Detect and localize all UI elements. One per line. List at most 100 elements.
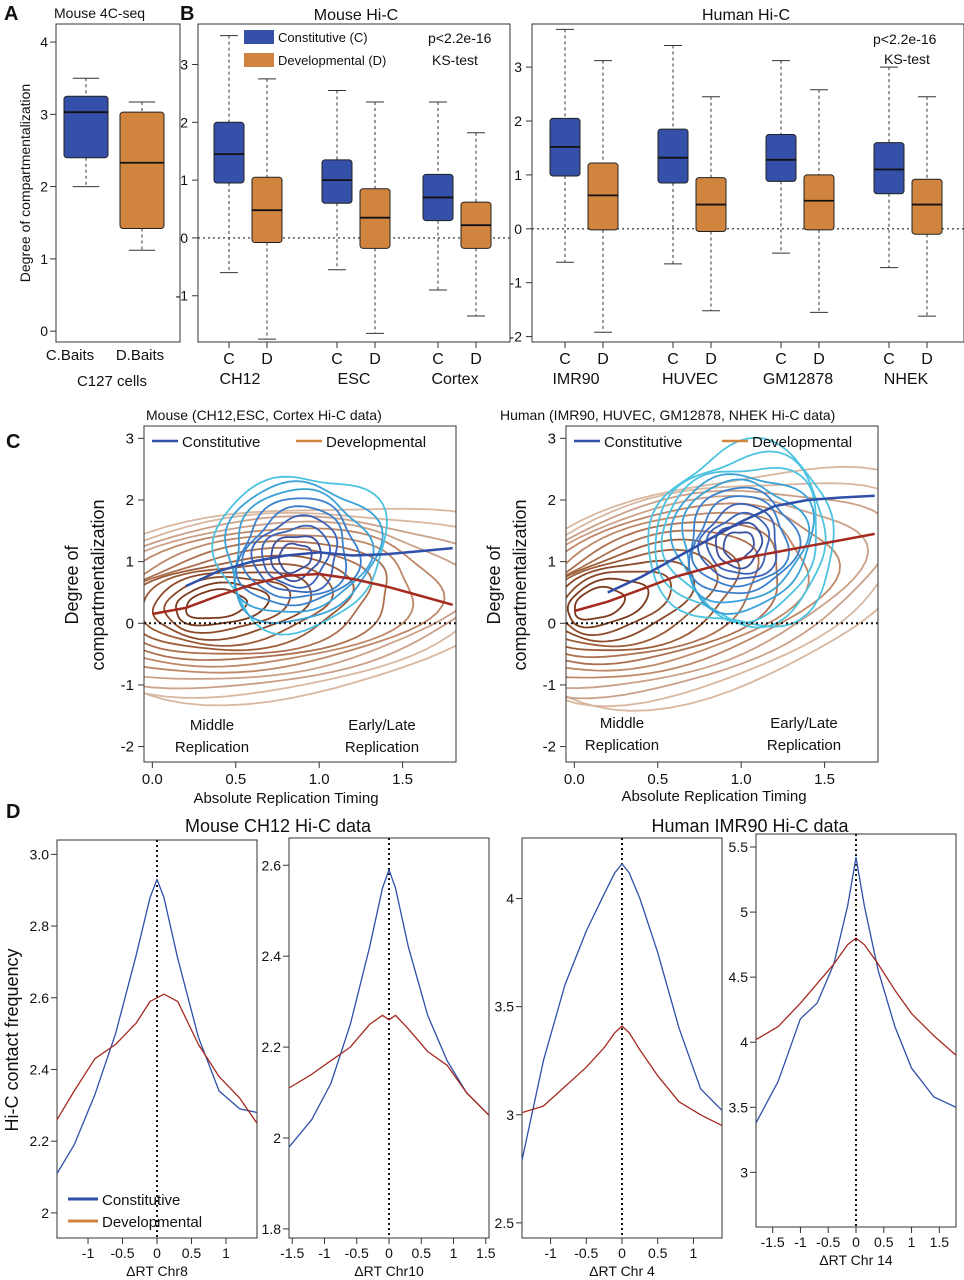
box-c-gm12878-box [765,133,797,182]
contour-constitutive [660,466,817,624]
panel-a-xsub: C127 cells [77,373,147,390]
y-tick-label: 3 [126,430,134,447]
y-tick-label: 2.2 [262,1039,282,1055]
y-tick-label: 3.5 [729,1099,749,1115]
y-tick-label: -2 [121,739,134,756]
c-mouse-ann-late-2: Replication [345,739,419,756]
x-tick-label: 1.0 [731,771,752,788]
c-human-xlabel: Absolute Replication Timing [621,788,806,805]
x-tick-label: 0 [385,1245,393,1261]
panel-a-xlabel-c: C.Baits [46,347,94,364]
profile-constitutive [288,869,490,1148]
x-tick-label: 0.5 [874,1234,894,1250]
c-mouse-ylabel-1: Degree of [62,544,82,624]
profile-constitutive [521,863,723,1161]
d-xlabel: ΔRT Chr8 [126,1263,188,1279]
y-tick-label: 2.2 [30,1133,50,1149]
panel-b-mouse-test: KS-test [432,52,478,68]
fit-line-constitutive [607,494,875,594]
y-tick-label: 3 [506,1107,514,1123]
panel-c-human-frame [565,425,879,763]
panel-label-b: B [180,3,194,25]
panel-b-mouse: Mouse Hi-C -1 0 1 2 3 Constitutive (C) Devel… [176,7,511,388]
legend-developmental-label: Developmental (D) [278,53,386,68]
y-tick-label: 1.8 [262,1221,282,1237]
c-human-legend-dev: Developmental [752,434,852,451]
contour-constitutive [233,488,375,613]
c-human-ann-mid-2: Replication [585,737,659,754]
contour-constitutive [681,478,811,604]
x-label-c: C [223,351,235,368]
x-label-c: C [883,351,895,368]
x-tick-label: 0.0 [142,771,163,788]
panel-a-ylabel: Degree of compartmentalization [17,84,33,282]
y-tick-label: 0 [514,221,522,237]
panel-b-human-frame [531,23,964,343]
c-human-ann-mid-1: Middle [600,715,644,732]
y-tick-label: 2.6 [262,857,282,873]
x-tick-label: 1.5 [476,1245,496,1261]
legend-developmental-swatch [244,53,274,67]
x-tick-label: 0.5 [412,1245,432,1261]
contour-developmental [566,482,878,708]
x-label-d: D [597,351,609,368]
panel-b-mouse-pvalue: p<2.2e-16 [428,30,492,46]
y-tick-label: 2.8 [30,918,50,934]
x-tick-label: 0 [852,1234,860,1250]
a-box-c-box [63,95,109,159]
x-tick-label: 0.5 [225,771,246,788]
panel-c-mouse: Mouse (CH12,ESC, Cortex Hi-C data) -2 -1 0… [62,407,457,807]
contour-developmental [144,520,456,680]
panel-label-a: A [4,3,18,25]
x-tick-label: 0 [618,1245,626,1261]
x-label-c: C [775,351,787,368]
c-mouse-ann-late-1: Early/Late [348,717,416,734]
y-tick-label: 3.5 [495,999,515,1015]
y-tick-label: 2 [40,179,48,195]
x-tick-label: 0 [153,1245,161,1261]
contour-developmental [144,511,456,699]
contour-developmental [566,570,673,637]
x-tick-label: 1 [908,1234,916,1250]
y-tick-label: 5 [740,904,748,920]
group-label-ch12: CH12 [220,371,261,388]
legend-constitutive-swatch [244,30,274,44]
x-label-c: C [432,351,444,368]
contour-developmental [566,489,878,700]
x-tick-label: -1 [794,1234,807,1250]
y-tick-label: -1 [543,677,556,694]
contour-developmental [566,559,696,643]
contour-developmental [566,529,760,659]
panel-a-title: Mouse 4C-seq [54,5,145,21]
x-tick-label: 1 [222,1245,230,1261]
y-tick-label: 2 [180,114,188,130]
y-tick-label: 3 [514,59,522,75]
x-tick-label: -1.5 [280,1245,304,1261]
y-tick-label: 3 [548,430,556,447]
fit-line-developmental [152,572,454,616]
x-label-d: D [813,351,825,368]
y-tick-label: -1 [176,288,189,304]
y-tick-label: 1 [126,554,134,571]
y-tick-label: 3 [180,56,188,72]
y-tick-label: 4 [740,1034,748,1050]
box-d-gm12878-box [803,174,835,231]
y-tick-label: 2.5 [495,1215,515,1231]
panel-d-human-title: Human IMR90 Hi-C data [651,816,849,836]
x-tick-label: -1.5 [761,1234,785,1250]
x-tick-label: 1.5 [392,771,413,788]
group-label-esc: ESC [338,371,371,388]
d-xlabel: ΔRT Chr 4 [589,1263,655,1279]
y-tick-label: 4.5 [729,969,749,985]
panel-a: Mouse 4C-seq Degree of compartmentalizat… [17,5,181,390]
contour-constitutive [250,514,339,594]
x-tick-label: -0.5 [110,1245,134,1261]
y-tick-label: -2 [543,739,556,756]
x-tick-label: 0.5 [182,1245,202,1261]
contour-constitutive [278,542,313,575]
x-tick-label: -1 [82,1245,95,1261]
panel-b-human-pvalue: p<2.2e-16 [873,31,937,47]
y-tick-label: -1 [121,677,134,694]
contour-developmental [144,507,456,707]
